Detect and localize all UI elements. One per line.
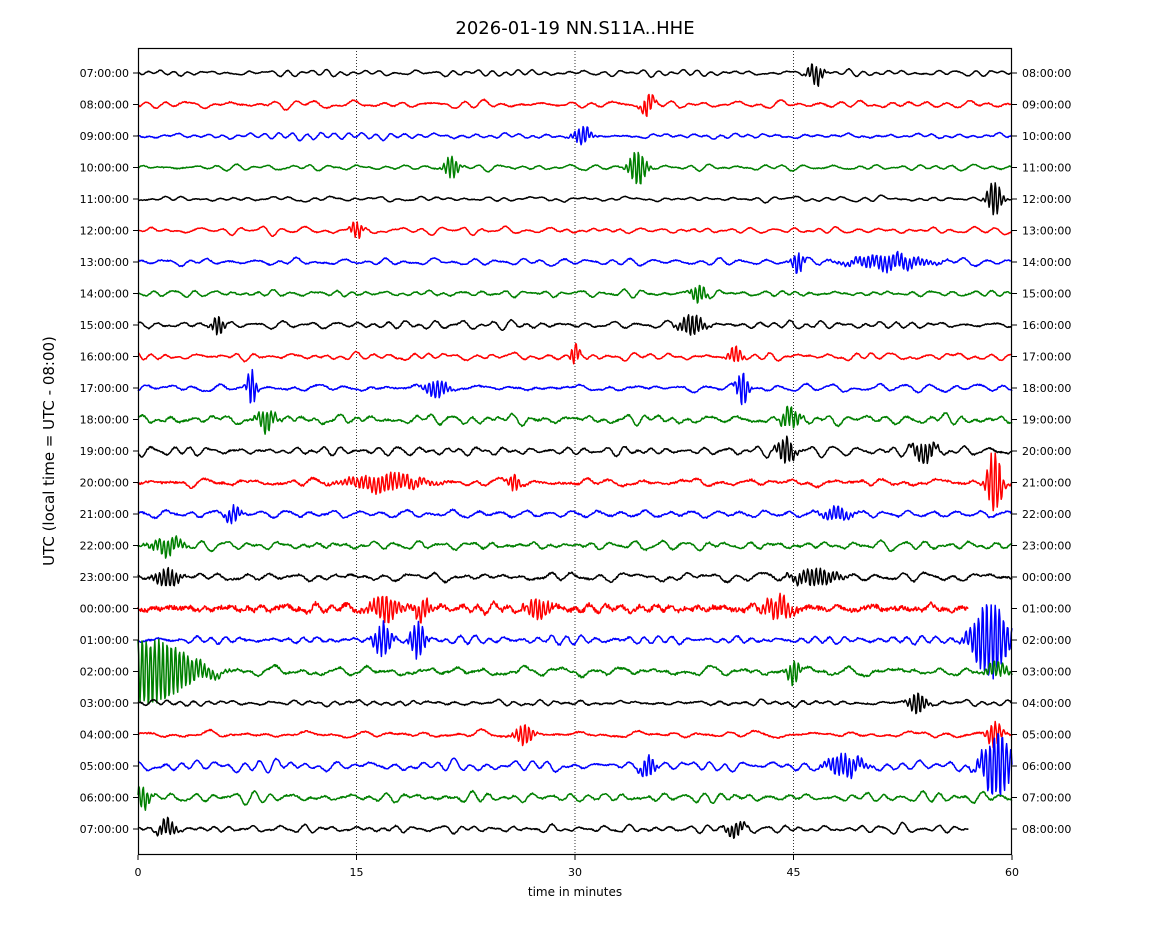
left-tick-label: 11:00:00 [80,193,129,206]
right-tick-label: 02:00:00 [1022,634,1071,647]
trace-9 [137,314,1013,336]
x-axis-label: time in minutes [528,885,622,899]
left-tick-label: 21:00:00 [80,508,129,521]
right-tick-label: 17:00:00 [1022,351,1071,364]
left-tick-label: 03:00:00 [80,697,129,710]
left-tick-label: 08:00:00 [80,99,129,112]
left-tick-label: 23:00:00 [80,571,129,584]
chart-title: 2026-01-19 NN.S11A..HHE [455,18,694,39]
left-tick-label: 16:00:00 [80,351,129,364]
left-tick-label: 09:00:00 [80,130,129,143]
trace-5 [137,182,1013,216]
grid-lines [356,48,794,855]
left-tick-label: 12:00:00 [80,225,129,238]
right-tick-label: 21:00:00 [1022,477,1071,490]
trace-25 [137,816,969,839]
x-tick-label-30: 30 [568,866,582,879]
trace-20 [137,638,1013,704]
y-axis-label: UTC (local time = UTC - 08:00) [40,336,58,566]
left-tick-label: 17:00:00 [80,382,129,395]
right-tick-label: 18:00:00 [1022,382,1071,395]
traces [137,63,1013,839]
right-tick-label: 11:00:00 [1022,162,1071,175]
right-tick-label: 12:00:00 [1022,193,1071,206]
left-tick-label: 15:00:00 [80,319,129,332]
trace-1 [137,63,1013,87]
left-tick-label: 07:00:00 [80,823,129,836]
trace-18 [137,592,969,624]
right-tick-label: 07:00:00 [1022,792,1071,805]
left-tick-label: 02:00:00 [80,666,129,679]
trace-4 [137,151,1013,185]
trace-16 [137,535,1013,559]
right-tick-label: 05:00:00 [1022,729,1071,742]
right-tick-label: 01:00:00 [1022,603,1071,616]
left-tick-label: 13:00:00 [80,256,129,269]
x-tick-label-0: 0 [135,866,142,879]
left-tick-label: 10:00:00 [80,162,129,175]
trace-2 [137,93,1013,118]
trace-23 [137,732,1013,796]
trace-12 [137,405,1013,435]
right-tick-label: 08:00:00 [1022,67,1071,80]
axes-frame [137,47,1013,856]
left-tick-label: 01:00:00 [80,634,129,647]
left-tick-label: 19:00:00 [80,445,129,458]
ticks: 0 15 30 45 60 07:00:00 08:00:00 09:00:00 10:00:0… [80,67,1072,879]
trace-3 [137,125,1013,146]
left-tick-label: 18:00:00 [80,414,129,427]
right-tick-label: 00:00:00 [1022,571,1071,584]
right-tick-label: 16:00:00 [1022,319,1071,332]
left-tick-label: 00:00:00 [80,603,129,616]
left-tick-label: 22:00:00 [80,540,129,553]
x-tick-label-60: 60 [1005,866,1019,879]
trace-21 [137,692,1013,715]
trace-11 [137,368,1013,406]
trace-8 [137,284,1013,304]
left-tick-label: 20:00:00 [80,477,129,490]
left-tick-label: 04:00:00 [80,729,129,742]
left-tick-label: 05:00:00 [80,760,129,773]
trace-7 [137,250,1013,274]
right-tick-label: 04:00:00 [1022,697,1071,710]
x-tick-label-45: 45 [787,866,801,879]
right-tick-label: 13:00:00 [1022,225,1071,238]
trace-13 [137,435,1013,465]
right-tick-label: 09:00:00 [1022,99,1071,112]
trace-22 [137,720,1013,749]
right-tick-label: 08:00:00 [1022,823,1071,836]
left-tick-label: 06:00:00 [80,792,129,805]
trace-6 [137,221,1013,240]
trace-19 [137,604,1013,680]
x-tick-label-15: 15 [350,866,364,879]
trace-24 [137,785,1013,811]
right-tick-label: 06:00:00 [1022,760,1071,773]
trace-15 [137,503,1013,525]
left-tick-label: 14:00:00 [80,288,129,301]
right-tick-label: 14:00:00 [1022,256,1071,269]
right-tick-label: 03:00:00 [1022,666,1071,679]
right-tick-label: 10:00:00 [1022,130,1071,143]
left-tick-label: 07:00:00 [80,67,129,80]
right-tick-label: 20:00:00 [1022,445,1071,458]
right-tick-label: 19:00:00 [1022,414,1071,427]
trace-10 [137,343,1013,365]
trace-17 [137,566,1013,587]
right-tick-label: 22:00:00 [1022,508,1071,521]
right-tick-label: 15:00:00 [1022,288,1071,301]
right-tick-label: 23:00:00 [1022,540,1071,553]
trace-14 [137,452,1013,512]
